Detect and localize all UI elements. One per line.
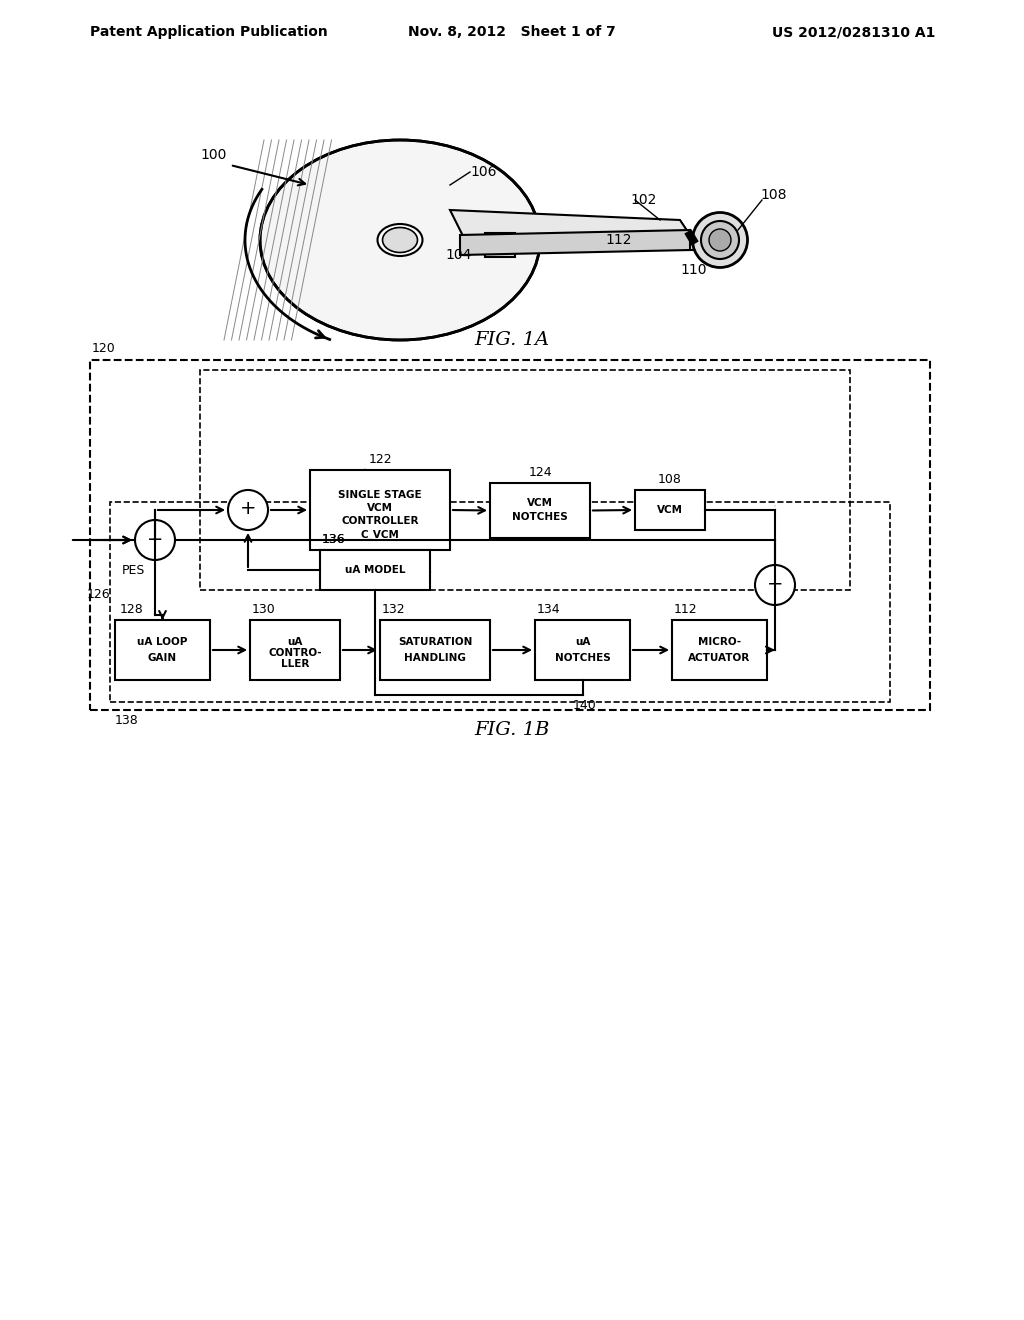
Text: uA: uA (288, 638, 303, 647)
Text: uA: uA (574, 638, 590, 647)
Text: 112: 112 (605, 234, 632, 247)
Polygon shape (460, 230, 690, 255)
Text: US 2012/0281310 A1: US 2012/0281310 A1 (772, 25, 935, 40)
FancyBboxPatch shape (319, 550, 430, 590)
Text: LLER: LLER (281, 659, 309, 669)
FancyBboxPatch shape (635, 490, 705, 531)
Text: VCM: VCM (367, 503, 393, 513)
Text: SATURATION: SATURATION (397, 638, 472, 647)
Text: uA LOOP: uA LOOP (137, 638, 187, 647)
Ellipse shape (383, 227, 418, 252)
FancyBboxPatch shape (250, 620, 340, 680)
Text: 130: 130 (252, 603, 275, 616)
Text: 136: 136 (322, 533, 346, 546)
Circle shape (228, 490, 268, 531)
Text: Nov. 8, 2012   Sheet 1 of 7: Nov. 8, 2012 Sheet 1 of 7 (409, 25, 615, 40)
Text: C_VCM: C_VCM (360, 529, 399, 540)
Text: 124: 124 (528, 466, 552, 479)
FancyBboxPatch shape (490, 483, 590, 539)
Text: 136: 136 (322, 533, 346, 546)
Text: MICRO-: MICRO- (698, 638, 741, 647)
Text: CONTRO-: CONTRO- (268, 648, 322, 657)
Circle shape (755, 565, 795, 605)
Text: NOTCHES: NOTCHES (555, 653, 610, 663)
Text: VCM: VCM (657, 506, 683, 515)
Text: 134: 134 (537, 603, 560, 616)
Text: 138: 138 (115, 714, 138, 727)
Text: +: + (240, 499, 256, 519)
Text: +: + (767, 574, 783, 594)
Text: Patent Application Publication: Patent Application Publication (90, 25, 328, 40)
Text: 102: 102 (630, 193, 656, 207)
Text: FIG. 1A: FIG. 1A (474, 331, 550, 348)
FancyBboxPatch shape (310, 470, 450, 550)
Text: −: − (146, 529, 163, 549)
FancyBboxPatch shape (672, 620, 767, 680)
Text: 110: 110 (680, 263, 707, 277)
Text: CONTROLLER: CONTROLLER (341, 516, 419, 525)
Text: NOTCHES: NOTCHES (512, 512, 568, 523)
Text: 108: 108 (658, 473, 682, 486)
FancyBboxPatch shape (485, 234, 515, 257)
Text: FIG. 1B: FIG. 1B (474, 721, 550, 739)
Text: 112: 112 (674, 603, 697, 616)
Text: 104: 104 (445, 248, 471, 261)
Ellipse shape (260, 140, 540, 341)
FancyBboxPatch shape (115, 620, 210, 680)
Text: PES: PES (121, 564, 144, 577)
Text: 128: 128 (120, 603, 143, 616)
FancyBboxPatch shape (535, 620, 630, 680)
Text: 120: 120 (92, 342, 116, 355)
Text: 100: 100 (200, 148, 226, 162)
Circle shape (135, 520, 175, 560)
Polygon shape (450, 210, 700, 249)
Text: GAIN: GAIN (147, 653, 177, 663)
Text: HANDLING: HANDLING (404, 653, 466, 663)
Text: 106: 106 (470, 165, 497, 180)
Text: ACTUATOR: ACTUATOR (688, 653, 751, 663)
Text: uA MODEL: uA MODEL (345, 565, 406, 576)
Ellipse shape (701, 220, 739, 259)
Ellipse shape (709, 228, 731, 251)
Text: 108: 108 (760, 187, 786, 202)
Text: 132: 132 (382, 603, 406, 616)
Text: 126: 126 (86, 589, 110, 602)
Text: SINGLE STAGE: SINGLE STAGE (338, 490, 422, 500)
Ellipse shape (378, 224, 423, 256)
Text: 140: 140 (572, 700, 596, 711)
Ellipse shape (692, 213, 748, 268)
Text: 122: 122 (369, 453, 392, 466)
Text: VCM: VCM (527, 499, 553, 508)
FancyBboxPatch shape (380, 620, 490, 680)
